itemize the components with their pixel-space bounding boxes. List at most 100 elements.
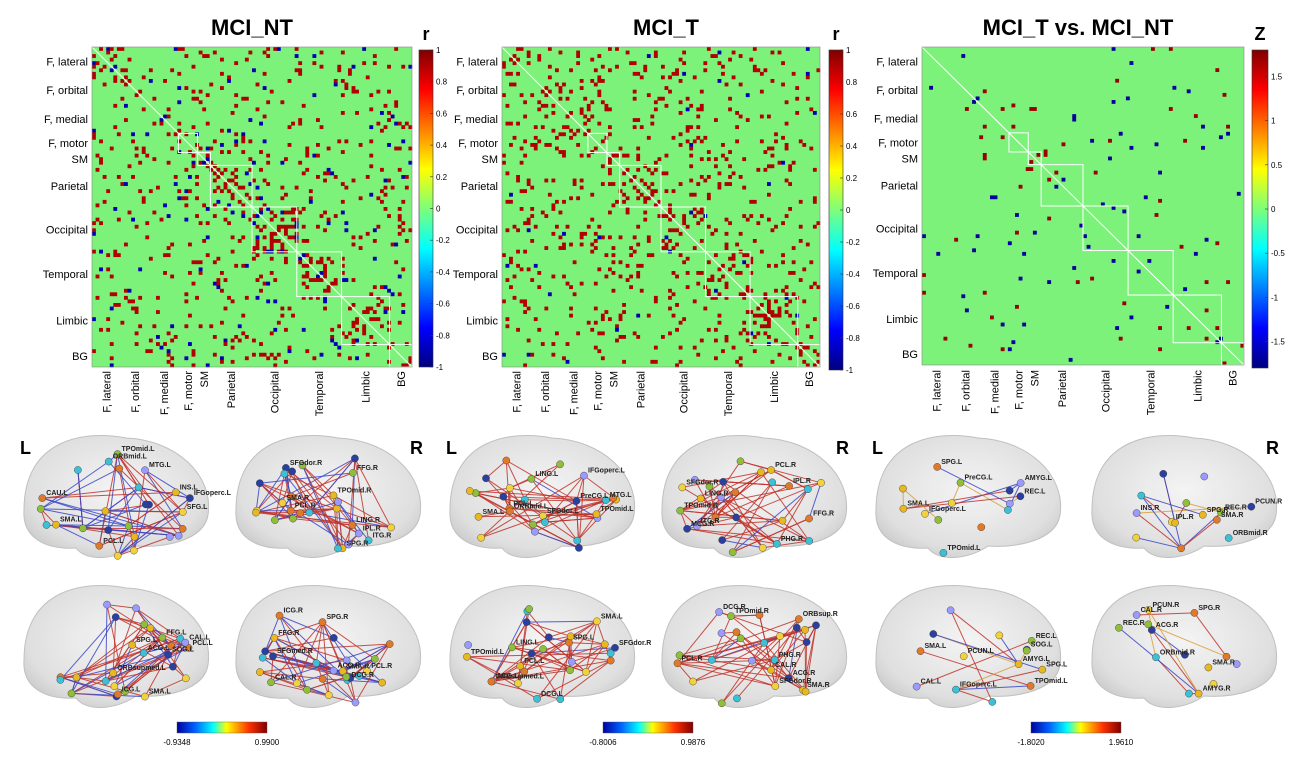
heatmap-cell: [255, 253, 260, 258]
heatmap-cell: [401, 139, 406, 144]
heatmap-cell: [1032, 230, 1037, 235]
heatmap-cell: [784, 214, 789, 218]
heatmap-cell: [262, 178, 267, 183]
heatmap-cell: [1165, 304, 1170, 309]
network-edge: [82, 527, 183, 530]
heatmap-cell: [809, 285, 814, 290]
network-edge: [722, 481, 764, 549]
x-tick-label: BG: [804, 371, 816, 387]
heatmap-cell: [351, 320, 356, 325]
heatmap-cell: [255, 278, 260, 282]
heatmap-cell: [109, 68, 114, 73]
heatmap-cell: [120, 79, 125, 83]
heatmap-cell: [767, 263, 771, 268]
heatmap-cell: [248, 139, 253, 144]
node-label: ORBsupmed.L: [495, 674, 544, 681]
network-node: [1181, 651, 1189, 659]
heatmap-cell: [383, 178, 388, 183]
network-node: [1137, 491, 1146, 500]
heatmap-cell: [784, 285, 789, 290]
heatmap-cell: [372, 54, 377, 58]
heatmap-cell: [1218, 135, 1223, 140]
heatmap-cell: [340, 278, 345, 282]
network-node: [556, 695, 565, 704]
heatmap-cell: [372, 310, 377, 314]
heatmap-cell: [745, 263, 750, 268]
heatmap-cell: [661, 239, 665, 243]
heatmap-cell: [298, 118, 303, 122]
node-label: MTG.L: [610, 492, 632, 499]
heatmap-cell: [699, 139, 704, 144]
heatmap-cell: [678, 182, 683, 186]
network-edge: [42, 497, 129, 527]
heatmap-cell: [291, 121, 295, 126]
heatmap-cell: [565, 342, 570, 346]
colorbar-tick-label: 0.5: [1271, 161, 1283, 170]
heatmap-cell: [512, 224, 517, 229]
heatmap-cell: [685, 256, 690, 261]
heatmap-cell: [569, 128, 573, 133]
heatmap-cell: [1018, 184, 1023, 189]
heatmap-cell: [387, 214, 391, 218]
heatmap-cell: [323, 271, 327, 275]
heatmap-cell: [551, 128, 556, 133]
heatmap-cell: [597, 75, 602, 80]
module-box: [1127, 250, 1174, 296]
heatmap-cell: [615, 64, 619, 69]
heatmap-cell: [653, 203, 658, 208]
colorbar-max-label: 1.9610: [1109, 738, 1134, 747]
heatmap-cell: [579, 231, 584, 236]
heatmap-cell: [759, 89, 764, 94]
heatmap-cell: [533, 143, 538, 147]
heatmap-cell: [774, 288, 778, 293]
heatmap-cell: [383, 306, 388, 311]
network-edge: [105, 510, 179, 537]
heatmap-cell: [682, 50, 687, 55]
heatmap-cell: [287, 306, 292, 311]
heatmap-cell: [376, 303, 381, 307]
heatmap-cell: [689, 164, 694, 169]
heatmap-cell: [372, 256, 377, 261]
heatmap-cell: [922, 290, 926, 295]
heatmap-cell: [781, 135, 785, 140]
heatmap-cell: [383, 207, 388, 211]
network-node: [52, 520, 60, 529]
network-node: [1199, 510, 1207, 519]
heatmap-cell: [113, 79, 118, 83]
heatmap-cell: [198, 146, 203, 151]
heatmap-cell: [646, 93, 651, 98]
heatmap-cell: [301, 281, 306, 286]
x-tick-label: Parietal: [1057, 370, 1069, 407]
heatmap-cell: [177, 189, 182, 194]
heatmap-cell: [699, 217, 704, 222]
heatmap-cell: [394, 146, 399, 151]
heatmap-cell: [252, 68, 256, 73]
network-node: [539, 512, 547, 520]
heatmap-cell: [1036, 153, 1041, 157]
heatmap-cell: [608, 132, 612, 137]
heatmap-cell: [767, 324, 771, 329]
heatmap-cell: [106, 267, 111, 272]
heatmap-cell: [544, 143, 549, 147]
heatmap-cell: [244, 192, 249, 197]
network-node: [508, 643, 516, 652]
heatmap-cell: [590, 100, 595, 105]
heatmap-cell: [530, 93, 535, 98]
heatmap-cell: [714, 54, 718, 58]
heatmap-cell: [262, 86, 267, 90]
heatmap-cell: [579, 281, 584, 286]
colorbar-label: Z: [1255, 24, 1266, 44]
heatmap-cell: [689, 143, 694, 147]
heatmap-cell: [390, 242, 395, 247]
heatmap-cell: [323, 299, 327, 304]
heatmap-cell: [1154, 142, 1159, 147]
heatmap-cell: [138, 89, 143, 94]
heatmap-cell: [523, 153, 528, 158]
heatmap-cell: [131, 139, 135, 144]
heatmap-cell: [163, 253, 167, 258]
heatmap-cell: [1158, 198, 1163, 203]
heatmap-cell: [646, 185, 651, 190]
node-label: TPOmid.L: [1035, 678, 1069, 685]
heatmap-cell: [812, 363, 817, 368]
heatmap-cell: [316, 118, 320, 122]
